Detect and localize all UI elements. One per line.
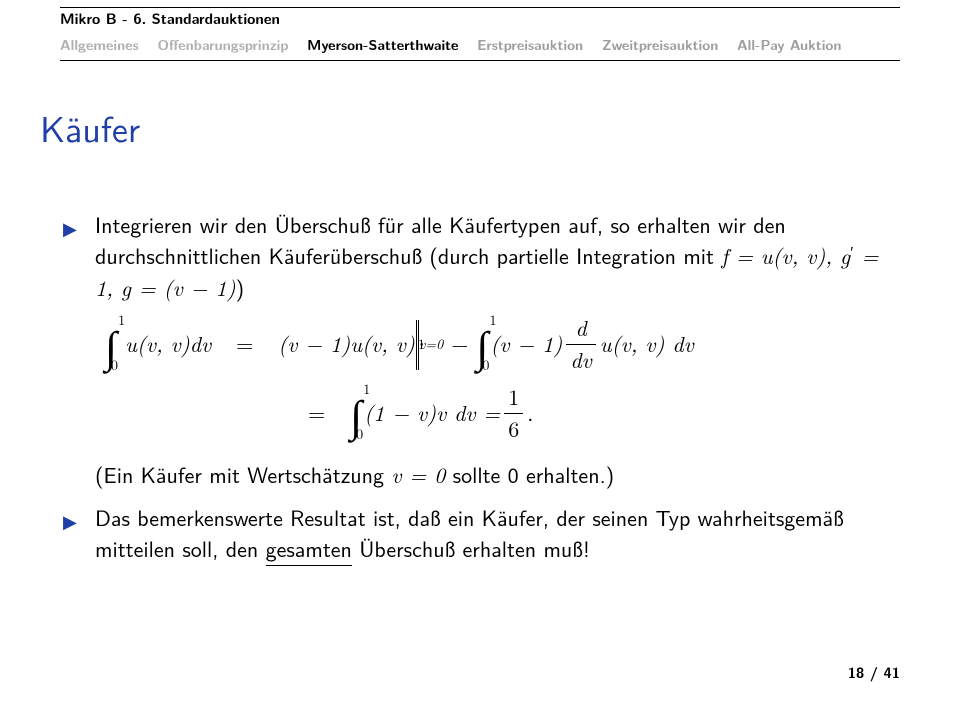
para1-b: ) bbox=[236, 271, 245, 303]
bullet-item-2: ▶ Das bemerkenswerte Resultat ist, daß e… bbox=[95, 502, 900, 564]
eq-sign-2: = bbox=[308, 398, 325, 429]
frac-ddv: d dv bbox=[566, 313, 595, 376]
header: Mikro B - 6. Standardauktionen Allgemein… bbox=[0, 0, 960, 61]
para1-a: Integrieren wir den Überschuß für alle K… bbox=[95, 208, 786, 271]
page-number: 18 / 41 bbox=[848, 662, 900, 683]
equation-row-1: ∫ 1 0 u(v, v)dv = (v − 1)u(v, v) 1 v=0 −… bbox=[95, 313, 900, 376]
equation-block: ∫ 1 0 u(v, v)dv = (v − 1)u(v, v) 1 v=0 −… bbox=[95, 313, 900, 444]
nav-myerson[interactable]: Myerson-Satterthwaite bbox=[307, 35, 458, 55]
eval-lower: v=0 bbox=[419, 335, 443, 355]
page-title: Käufer bbox=[40, 101, 960, 154]
content: ▶ Integrieren wir den Überschuß für alle… bbox=[95, 209, 900, 564]
rhs2-body: (1 − v)v dv = bbox=[364, 398, 500, 429]
math-v0: v = 0 bbox=[391, 459, 445, 490]
course-title: Mikro B - 6. Standardauktionen bbox=[60, 8, 900, 29]
eq-sign-1: = bbox=[236, 329, 253, 360]
integral-rhs1: ∫ 1 0 bbox=[476, 329, 488, 360]
nav-allgemeines[interactable]: Allgemeines bbox=[60, 35, 139, 55]
rule-bottom bbox=[60, 60, 900, 61]
eval-bar bbox=[416, 320, 417, 370]
nav-allpay[interactable]: All-Pay Auktion bbox=[737, 35, 842, 55]
rhs1b-post: u(v, v) dv bbox=[600, 329, 694, 360]
lhs-body: u(v, v)dv bbox=[125, 329, 211, 360]
period: . bbox=[527, 398, 533, 429]
integral-rhs2: ∫ 1 0 bbox=[350, 398, 362, 429]
nav-offenbarung[interactable]: Offenbarungsprinzip bbox=[157, 35, 288, 55]
triangle-icon: ▶ bbox=[63, 508, 77, 533]
equation-row-2: = ∫ 1 0 (1 − v)v dv = 1 6 . bbox=[95, 382, 900, 445]
frac-result: 1 6 bbox=[504, 382, 523, 445]
para2: (Ein Käufer mit Wertschätzung v = 0 soll… bbox=[95, 459, 900, 491]
triangle-icon: ▶ bbox=[63, 215, 77, 240]
rhs1b-pre: (v − 1) bbox=[490, 329, 562, 360]
nav-zweitpreis[interactable]: Zweitpreisauktion bbox=[602, 35, 719, 55]
integral-lhs: ∫ 1 0 bbox=[105, 329, 117, 360]
bullet-item-1: ▶ Integrieren wir den Überschuß für alle… bbox=[95, 209, 900, 490]
rhs1a: (v − 1)u(v, v) bbox=[278, 329, 415, 360]
nav: Allgemeines Offenbarungsprinzip Myerson-… bbox=[60, 35, 900, 55]
para3-underline: gesamten bbox=[266, 532, 352, 566]
para3-b: Überschuß erhalten muß! bbox=[352, 532, 590, 564]
nav-erstpreis[interactable]: Erstpreisauktion bbox=[477, 35, 583, 55]
minus-sign: − bbox=[451, 329, 468, 360]
